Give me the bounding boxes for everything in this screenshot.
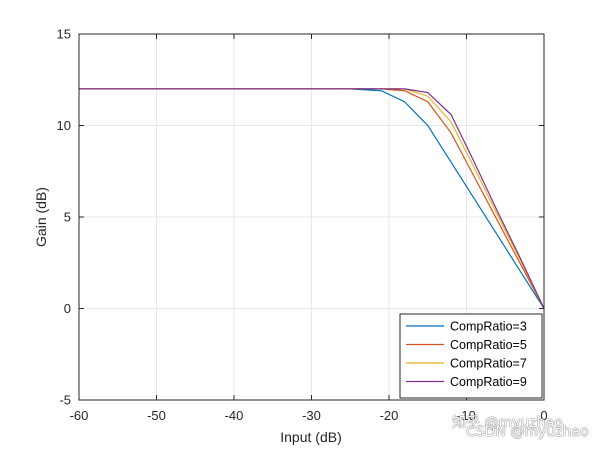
series-line-1 [79,88,545,309]
legend-label-2: CompRatio=5 [450,338,527,352]
x-tick-label: -50 [147,408,166,423]
y-tick-label: 10 [57,118,71,133]
x-tick-label: 0 [540,408,547,423]
legend: CompRatio=3 CompRatio=5 CompRatio=7 CompRat… [399,313,543,399]
tick-marks [78,33,545,401]
y-tick-labels: -5 0 5 10 15 [57,27,71,408]
x-tick-labels: -60 -50 -40 -30 -20 -10 0 [70,408,548,423]
y-tick-label: -5 [59,393,71,408]
x-tick-label: -10 [457,408,476,423]
x-tick-label: -40 [225,408,244,423]
x-tick-label: -30 [302,408,321,423]
legend-label-3: CompRatio=7 [450,357,527,371]
series-line-4 [79,88,545,309]
series-line-2 [79,88,545,309]
watermark-zhihu: 知乎 @myuzhao [452,415,563,431]
series-group [79,88,545,309]
legend-label-1: CompRatio=3 [450,320,527,334]
watermark-csdn: CSDN @myuzhao [466,424,589,440]
y-axis-label: Gain (dB) [33,187,49,247]
y-tick-label: 5 [64,210,71,225]
x-tick-label: -20 [380,408,399,423]
legend-label-4: CompRatio=9 [450,375,527,389]
y-tick-label: 0 [64,301,71,316]
x-axis-label: Input (dB) [280,429,341,445]
x-tick-label: -60 [70,408,89,423]
legend-box [399,313,543,399]
y-tick-label: 15 [57,27,71,42]
